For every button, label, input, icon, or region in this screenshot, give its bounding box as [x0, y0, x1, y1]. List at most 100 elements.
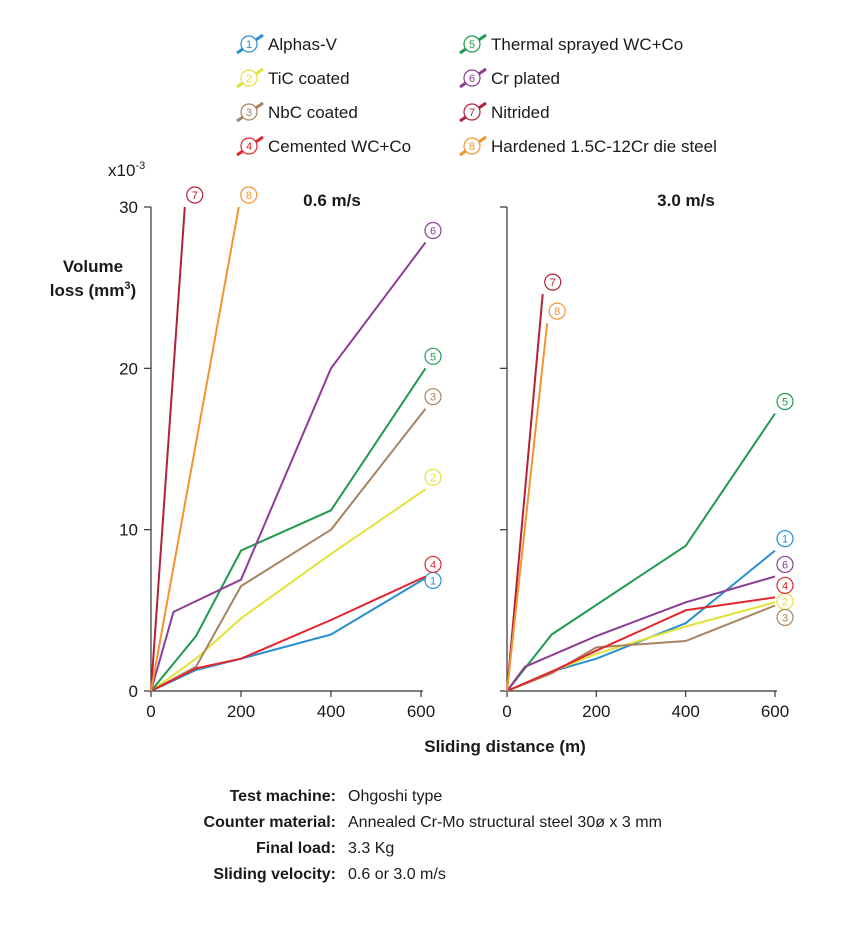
legend-marker-number: 7	[469, 107, 475, 119]
y-tick-label: 10	[119, 521, 138, 540]
marker-circle	[776, 608, 794, 627]
legend-marker-circle	[240, 35, 258, 53]
series-line-8	[150, 206, 240, 692]
legend: 1 Alphas-V 2 TiC coated 3 NbC coated 4 Cemented…	[236, 33, 717, 157]
series-end-marker-7: 7	[544, 273, 562, 291]
marker-number: 8	[246, 190, 252, 202]
marker-circle	[776, 530, 794, 548]
condition-label: Sliding velocity:	[213, 866, 336, 883]
legend-label: Cr plated	[491, 69, 560, 88]
series-end-marker-2: 2	[776, 592, 794, 611]
marker-number: 5	[782, 397, 788, 409]
marker-number: 1	[782, 534, 788, 546]
series-end-marker-3: 3	[424, 388, 442, 406]
legend-item-6: 6 Cr plated	[459, 67, 560, 89]
legend-item-8: 8 Hardened 1.5C-12Cr die steel	[459, 135, 717, 157]
legend-marker-number: 8	[469, 141, 475, 153]
series-end-marker-1: 1	[424, 571, 442, 590]
series-line-3	[506, 604, 776, 692]
x-tick-label: 0	[502, 702, 511, 721]
legend-marker-number: 3	[246, 107, 252, 119]
marker-circle	[424, 347, 442, 365]
marker-number: 1	[430, 575, 436, 587]
condition-row: Final load: 3.3 Kg	[0, 836, 850, 862]
series-end-marker-8: 8	[548, 302, 566, 320]
legend-label: Nitrided	[491, 103, 550, 122]
marker-number: 2	[782, 596, 788, 608]
x-tick-label: 200	[227, 702, 255, 721]
series-end-marker-6: 6	[776, 555, 794, 574]
legend-label: Thermal sprayed WC+Co	[491, 35, 683, 54]
condition-label: Counter material:	[203, 814, 336, 831]
series-end-marker-6: 6	[424, 221, 442, 240]
series-line-7	[150, 206, 186, 692]
legend-item-2: 2 TiC coated	[236, 67, 350, 89]
marker-number: 2	[430, 472, 436, 484]
marker-number: 4	[782, 580, 788, 592]
y-axis-title-line1: Volume	[63, 257, 123, 276]
legend-item-4: 4 Cemented WC+Co	[236, 135, 411, 157]
marker-number: 8	[554, 306, 560, 318]
series-line-7	[506, 294, 544, 692]
series-line-2	[506, 601, 776, 692]
series-line-2	[150, 488, 427, 692]
marker-circle	[240, 186, 258, 204]
legend-marker-circle	[463, 103, 481, 121]
series-line-5	[506, 412, 776, 692]
marker-circle	[776, 392, 794, 411]
series-line-3	[150, 408, 427, 692]
legend-marker-number: 2	[246, 73, 252, 85]
legend-item-7: 7 Nitrided	[459, 101, 550, 123]
test-conditions: Test machine: Ohgoshi type Counter materia…	[0, 784, 850, 888]
marker-circle	[424, 555, 442, 574]
marker-number: 6	[782, 559, 788, 571]
legend-label: Alphas-V	[268, 35, 338, 54]
marker-circle	[776, 576, 794, 595]
legend-item-1: 1 Alphas-V	[236, 33, 338, 55]
x-tick-label: 400	[671, 702, 699, 721]
panel-title: 3.0 m/s	[657, 191, 715, 210]
series-end-marker-4: 4	[424, 555, 442, 574]
y-scale-label: x10-3	[108, 160, 145, 180]
condition-label: Final load:	[256, 840, 336, 857]
marker-number: 5	[430, 351, 436, 363]
legend-label: Hardened 1.5C-12Cr die steel	[491, 137, 717, 156]
legend-marker-circle	[240, 103, 258, 121]
y-tick-label: 0	[129, 682, 138, 701]
legend-label: Cemented WC+Co	[268, 137, 411, 156]
y-tick-label: 20	[119, 359, 138, 378]
series-end-marker-5: 5	[776, 392, 794, 411]
series-end-marker-4: 4	[776, 576, 794, 595]
marker-number: 6	[430, 225, 436, 237]
series-end-marker-2: 2	[424, 468, 442, 486]
panel-2: 3.0 m/s 0 200 400 600 1 2 3 4 5 6 7 8	[500, 191, 794, 721]
x-tick-label: 0	[146, 702, 155, 721]
condition-row: Test machine: Ohgoshi type	[0, 784, 850, 810]
series-end-marker-1: 1	[776, 530, 794, 548]
marker-circle	[776, 555, 794, 574]
legend-marker-circle	[463, 35, 481, 53]
legend-label: TiC coated	[268, 69, 350, 88]
series-line-4	[506, 596, 776, 692]
y-tick-label: 30	[119, 198, 138, 217]
x-tick-label: 200	[582, 702, 610, 721]
series-end-marker-7: 7	[186, 186, 204, 204]
marker-circle	[544, 273, 562, 291]
panel-1: 0.6 m/s 0 10 20 30 0 200 400 600 1 2 3 4 5 6 7 8	[119, 186, 442, 721]
condition-value: 0.6 or 3.0 m/s	[348, 866, 446, 883]
series-end-marker-5: 5	[424, 347, 442, 365]
marker-number: 7	[192, 190, 198, 202]
series-line-5	[150, 367, 427, 692]
condition-value: Annealed Cr-Mo structural steel 30ø x 3 …	[348, 814, 662, 831]
x-tick-label: 400	[317, 702, 345, 721]
marker-circle	[548, 302, 566, 320]
legend-marker-circle	[463, 137, 481, 155]
marker-circle	[424, 221, 442, 240]
legend-label: NbC coated	[268, 103, 358, 122]
legend-marker-circle	[240, 137, 258, 155]
legend-marker-number: 6	[469, 73, 475, 85]
marker-circle	[424, 468, 442, 486]
condition-label: Test machine:	[229, 788, 336, 805]
series-line-8	[506, 323, 549, 692]
